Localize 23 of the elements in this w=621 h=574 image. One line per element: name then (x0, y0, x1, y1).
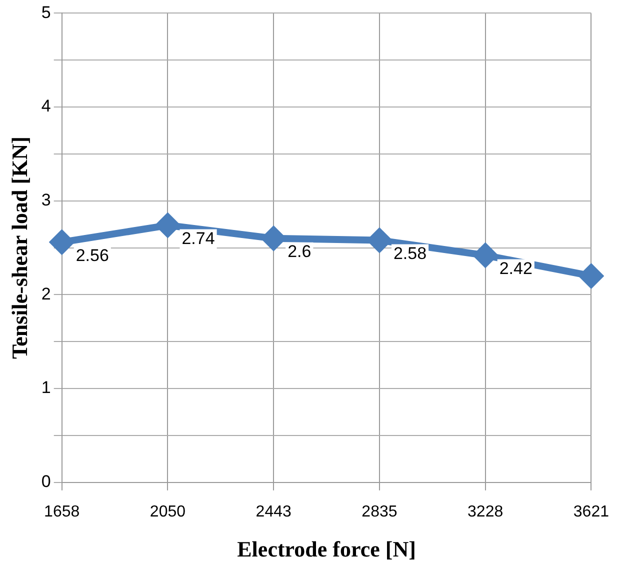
data-label: 2.42 (499, 258, 532, 278)
y-tick-label: 3 (41, 190, 51, 210)
x-tick-label: 3621 (573, 503, 610, 520)
y-tick-label: 2 (41, 284, 51, 304)
x-tick-label: 1658 (44, 503, 80, 520)
x-axis-title: Electrode force [N] (237, 536, 416, 562)
point (578, 262, 604, 289)
x-tick-label: 3228 (468, 503, 504, 520)
point (48, 229, 75, 256)
y-tick-label: 0 (41, 472, 51, 492)
data-label: 2.74 (182, 228, 215, 248)
point (154, 212, 181, 238)
x-tick-label: 2050 (150, 503, 186, 520)
y-tick-label: 1 (41, 378, 51, 398)
data-label: 2.58 (393, 244, 427, 263)
point (472, 242, 498, 268)
x-tick-label: 2835 (362, 503, 398, 520)
data-label: 2.56 (76, 246, 109, 265)
y-tick-label: 4 (41, 96, 51, 116)
data-label: 2.6 (288, 242, 312, 262)
y-axis-title: Tensile-shear load [KN] (6, 136, 32, 360)
x-tick-label: 2443 (256, 503, 292, 520)
y-tick-label: 5 (41, 2, 51, 22)
